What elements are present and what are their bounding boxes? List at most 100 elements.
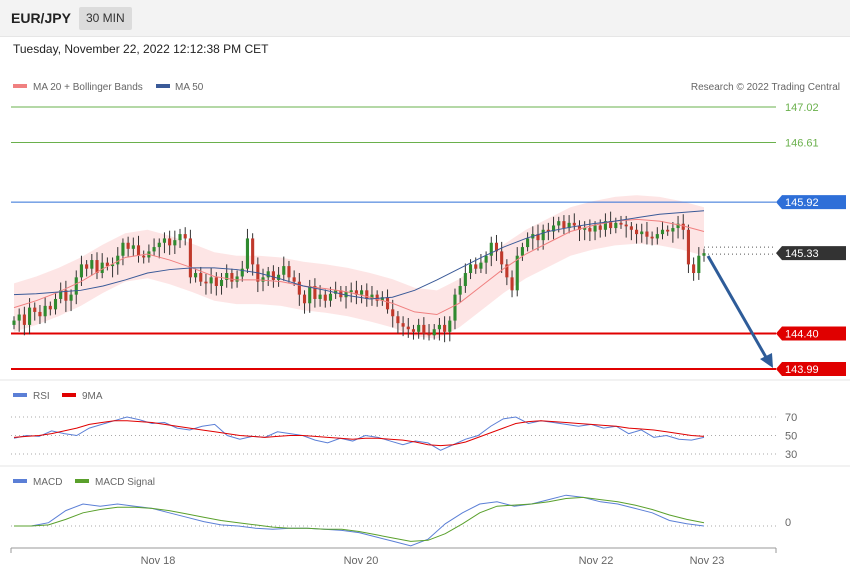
candle-body [702,253,706,256]
candle-body [85,264,89,269]
candle-body [624,224,628,227]
candle-body [334,290,338,294]
rsi-panel: 70 50 30 [11,412,797,461]
candle-body [53,298,58,310]
candle-body [489,242,493,256]
candle-body [458,285,462,295]
candle-body [484,255,488,263]
candle-body [375,294,379,301]
candle-body [437,324,441,330]
instrument-symbol: EUR/JPY [11,10,71,26]
candle-body [28,307,32,325]
candle-body [422,324,426,334]
candle-body [271,271,275,280]
candle-body [629,226,633,230]
candle-body [116,255,120,265]
candle-body [225,273,229,280]
resistance-level-label: 147.02 [785,102,819,114]
candle-body [500,251,504,265]
candle-body [635,229,639,235]
candle-body [297,281,301,295]
candle-body [448,320,452,332]
candle-body [577,225,582,230]
candle-body [396,316,400,324]
candle-body [168,238,172,246]
rsi-tick-label: 50 [785,431,797,443]
candle-body [588,228,592,232]
candle-body [136,245,141,256]
candle-body [178,234,182,241]
candle-body [468,264,473,274]
candle-body [12,320,16,325]
candle-body [277,274,281,280]
rsi-ma-line [13,420,705,447]
candle-body [302,294,307,304]
candle-body [74,277,78,295]
rsi-legend-label: RSI [33,391,50,402]
pivot-level-label: 145.92 [785,197,819,209]
candle-body [562,221,566,229]
candle-body [287,266,291,278]
last-price-tag [776,246,846,261]
bollinger-band-area [14,195,704,339]
candle-body [111,264,115,267]
candle-body [194,273,198,278]
candle-body [655,234,659,239]
price-levels: 147.02 146.61 145.92 145.33 144.40 143.99 [11,102,846,376]
candle-body [282,266,286,275]
candle-body [546,229,550,232]
bollinger-band [14,195,704,339]
candle-body [666,229,670,232]
candle-body [411,329,416,332]
candle-body [235,276,239,282]
candle-body [370,294,374,299]
candle-body [603,221,607,230]
candle-body [188,238,192,278]
pivot-level-tag [776,195,846,210]
candle-body [121,242,125,256]
candle-body [69,294,73,301]
candle-body [199,273,203,282]
ma20-legend-label: MA 20 + Bollinger Bands [33,82,143,93]
macd-legend-swatch [13,479,27,483]
candle-body [660,229,665,235]
candle-body [22,314,26,325]
macd-signal-line [14,496,705,542]
candle-body [432,329,436,336]
candle-body [173,240,177,246]
candle-body [90,260,94,269]
candle-body [645,231,649,237]
candle-body [391,309,395,317]
timeframe-button[interactable]: 30 MIN [79,7,132,30]
x-tick-label: Nov 22 [579,555,614,567]
candle-body [318,294,322,299]
candle-body [453,294,457,321]
candle-body [494,242,499,252]
copyright-notice: Research © 2022 Trading Central [691,82,840,93]
candle-body [526,238,530,248]
support-level-label: 143.99 [785,364,819,376]
candle-body [354,290,358,295]
ma50-legend-label: MA 50 [175,82,204,93]
candle-body [406,326,410,330]
timestamp: Tuesday, November 22, 2022 12:12:38 PM C… [13,42,269,56]
support-level-label: 144.40 [785,329,819,341]
rsi-line [13,416,705,451]
candle-body [349,290,353,293]
candle-body [463,273,467,286]
macd-legend-label: MACD [33,477,62,488]
support-level-tag [776,326,846,341]
candle-body [536,234,540,241]
moving-averages [13,210,705,316]
candle-body [308,285,312,304]
candle-body [593,225,597,232]
macd-tick-label: 0 [785,517,791,529]
ma20-legend-swatch [13,84,27,88]
ma50-line [13,210,705,300]
top-bar: EUR/JPY 30 MIN [0,0,850,37]
candle-body [33,307,37,312]
candle-body [204,281,208,284]
rsi-ma-legend-swatch [62,393,76,397]
candle-body [505,264,509,278]
